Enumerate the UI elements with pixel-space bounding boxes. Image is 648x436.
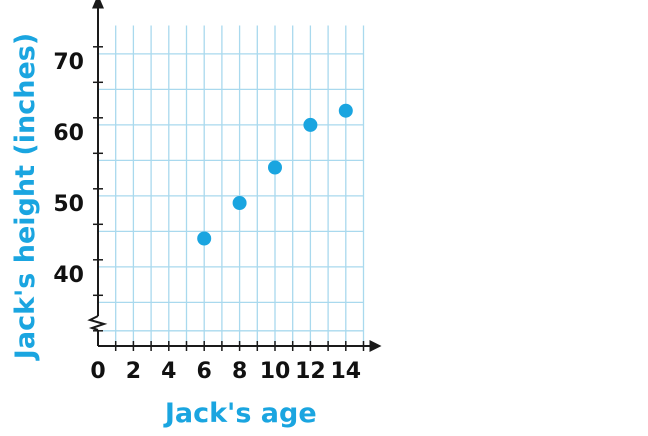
y-axis-break-mark — [87, 315, 108, 331]
data-point — [197, 231, 212, 246]
y-axis-arrow — [92, 0, 104, 9]
data-points — [197, 103, 353, 246]
x-tick-label: 12 — [295, 359, 326, 384]
data-point — [232, 196, 247, 210]
x-tick-label: 10 — [260, 359, 291, 384]
y-tick-label: 50 — [53, 192, 84, 217]
x-tick-label: 0 — [90, 359, 105, 384]
grid — [98, 25, 365, 346]
x-tick-label: 6 — [197, 359, 212, 384]
y-tick-label: 70 — [53, 50, 84, 75]
y-axis-title: Jack's height (inches) — [10, 33, 41, 361]
x-axis-arrow — [369, 340, 382, 352]
y-tick-label: 40 — [53, 263, 84, 288]
data-point — [338, 103, 353, 118]
x-axis-title: Jack's age — [163, 398, 317, 429]
y-tick-label: 60 — [53, 121, 84, 146]
axes — [87, 0, 382, 352]
x-tick-label: 4 — [161, 359, 176, 384]
ticks: 0 2 4 6 8 10 12 14 40 50 60 70 — [53, 46, 365, 384]
x-tick-label: 14 — [330, 359, 361, 384]
x-tick-label: 8 — [232, 359, 247, 384]
data-point — [303, 117, 318, 132]
data-point — [268, 160, 282, 175]
x-tick-label: 2 — [126, 359, 141, 384]
